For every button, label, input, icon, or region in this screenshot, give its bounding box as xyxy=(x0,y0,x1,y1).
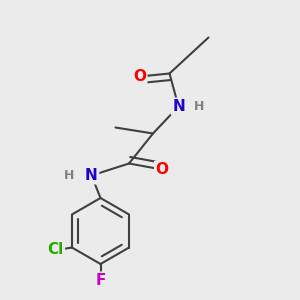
Text: N: N xyxy=(85,168,98,183)
Text: O: O xyxy=(155,162,169,177)
Text: F: F xyxy=(95,273,106,288)
Text: H: H xyxy=(194,100,205,113)
Text: Cl: Cl xyxy=(47,242,64,256)
Text: O: O xyxy=(133,69,146,84)
Text: N: N xyxy=(172,99,185,114)
Text: H: H xyxy=(64,169,74,182)
